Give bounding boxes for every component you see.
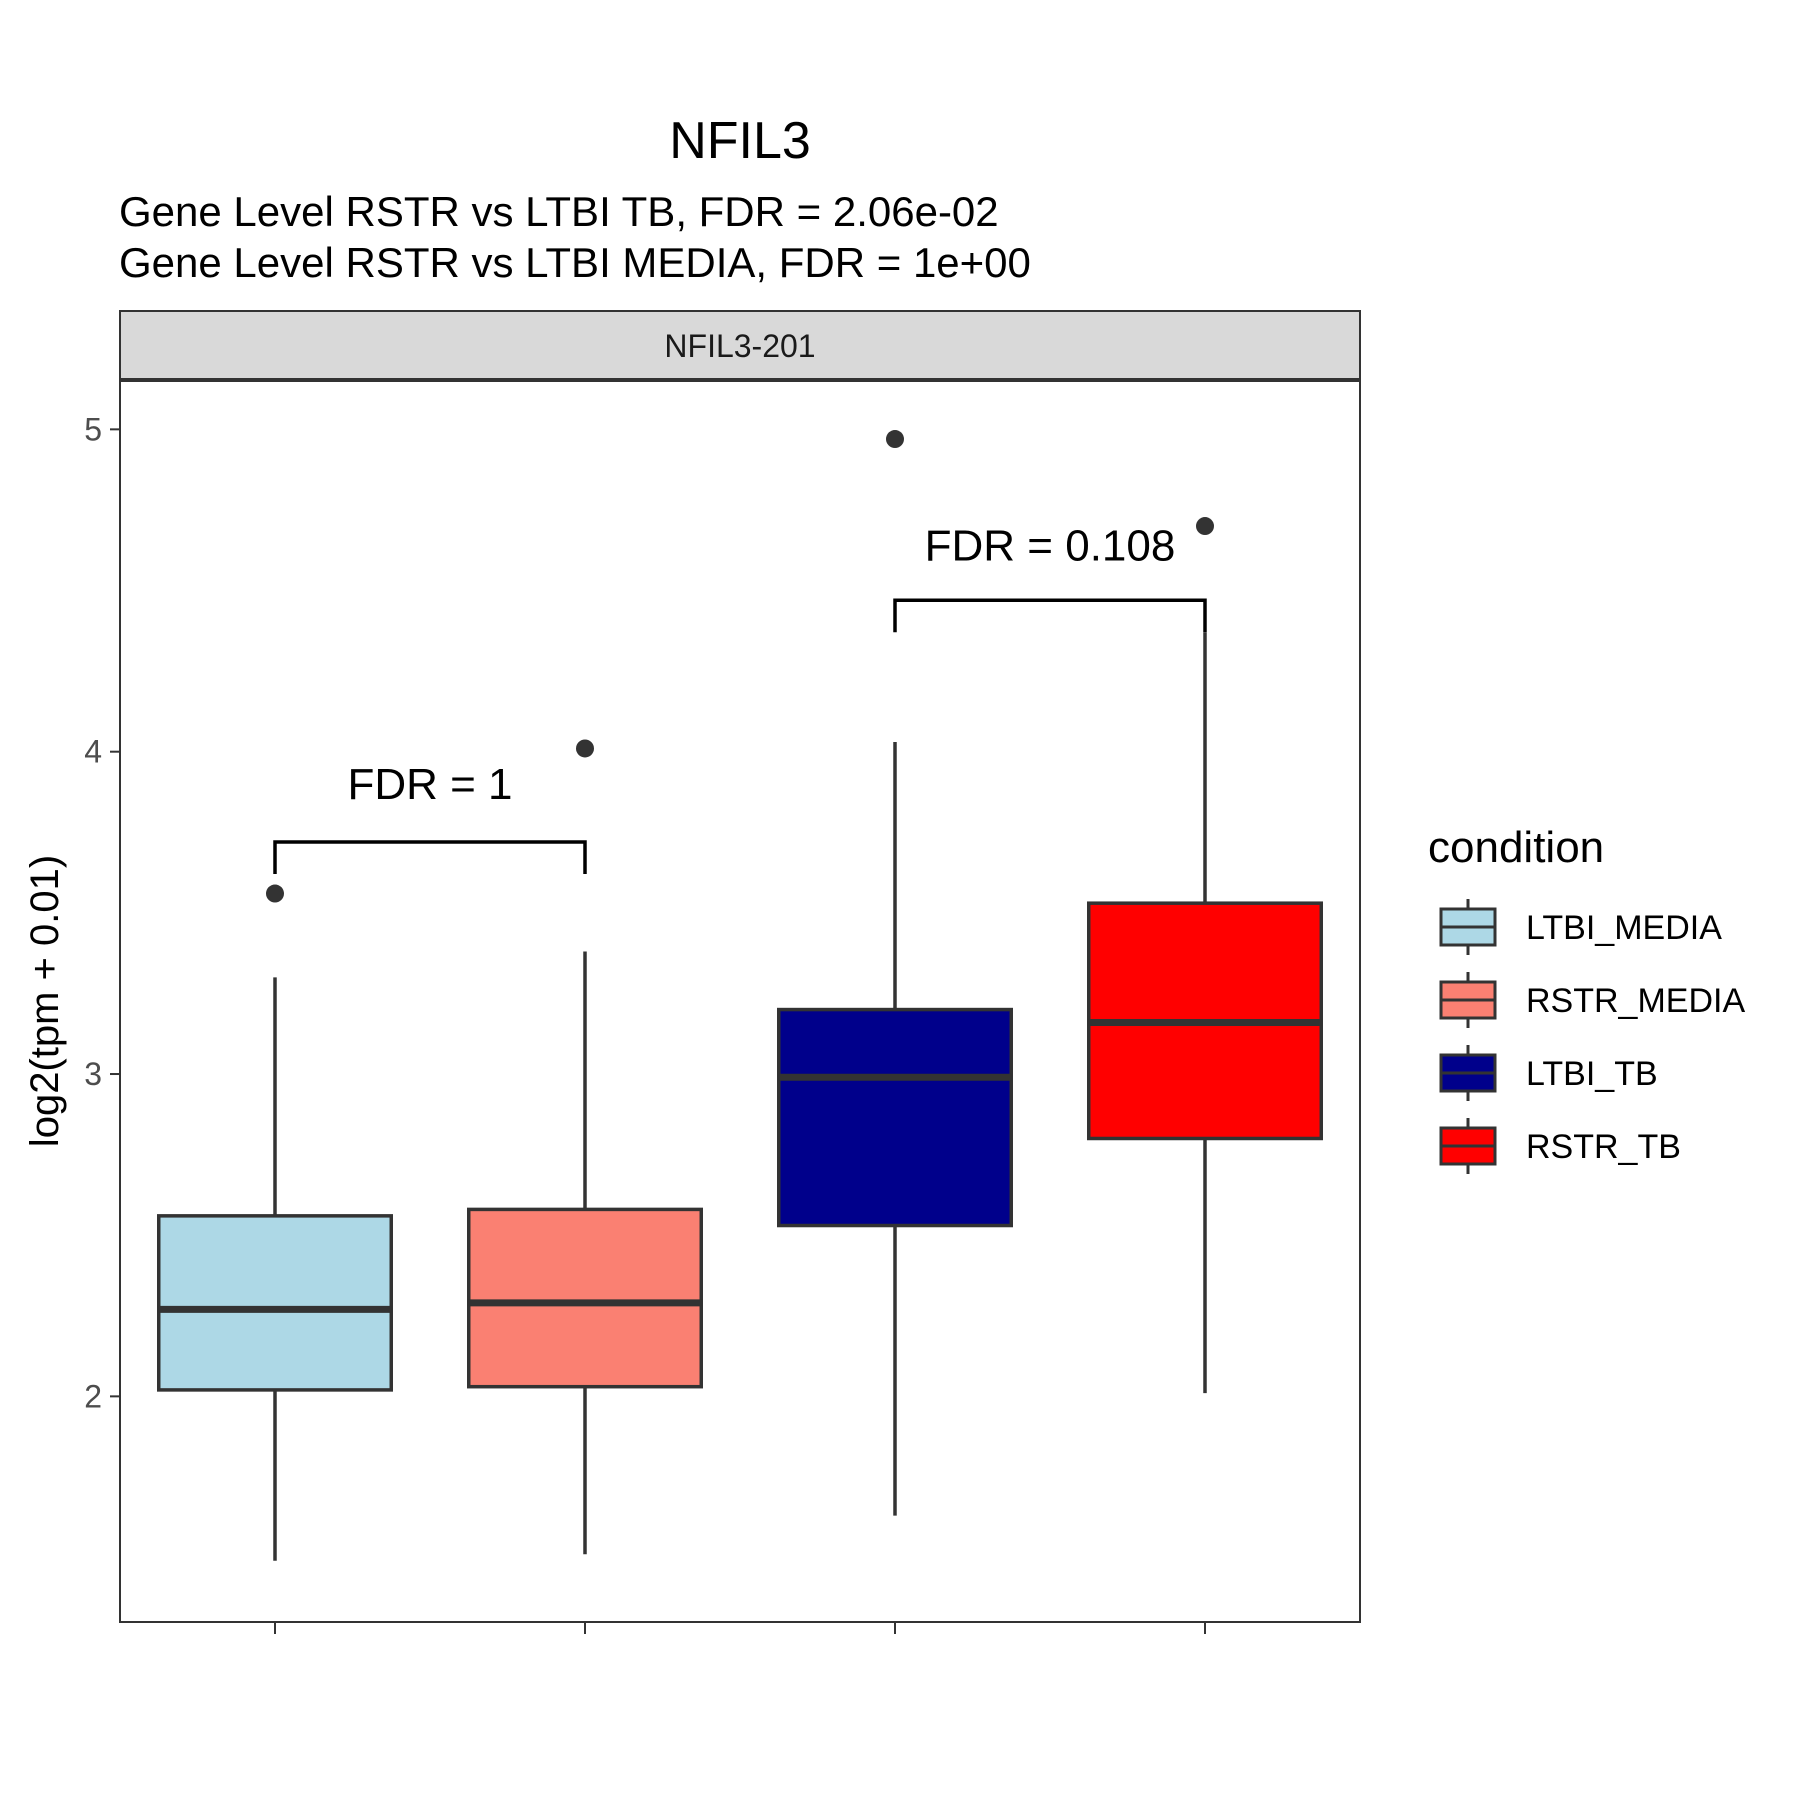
chart-subtitle-line-1: Gene Level RSTR vs LTBI TB, FDR = 2.06e-… [119, 188, 999, 235]
y-axis: 2 3 4 5 [84, 411, 120, 1414]
box-ltbi-media [157, 884, 393, 1561]
legend: condition LTBI_MEDIA RSTR_MEDIA LTBI_TB RST… [1428, 823, 1745, 1174]
box-series-group [157, 430, 1323, 1561]
legend-label: LTBI_TB [1526, 1055, 1658, 1093]
comparison-bracket: FDR = 0.108 [893, 521, 1207, 633]
y-axis-title: log2(tpm + 0.01) [23, 855, 67, 1147]
y-tick-label: 2 [84, 1378, 102, 1414]
outlier-point [266, 884, 284, 903]
x-axis [274, 1622, 1206, 1634]
box-body [467, 1207, 703, 1389]
legend-item-ltbi-tb: LTBI_TB [1439, 1045, 1658, 1101]
outlier-point [1196, 517, 1214, 536]
legend-label: LTBI_MEDIA [1526, 909, 1722, 947]
y-tick-label: 3 [84, 1056, 102, 1092]
chart-title: NFIL3 [669, 112, 811, 170]
facet-strip [119, 310, 1361, 380]
outlier-point [886, 430, 904, 449]
box-body [157, 1214, 393, 1392]
box-ltbi-tb [777, 430, 1013, 1516]
legend-item-ltbi-media: LTBI_MEDIA [1439, 899, 1722, 955]
comparison-label: FDR = 0.108 [925, 521, 1176, 570]
y-tick-label: 5 [84, 411, 102, 447]
box-body [777, 1007, 1013, 1228]
box-rstr-tb [1087, 517, 1323, 1394]
facet-strip-label: NFIL3-201 [664, 328, 815, 364]
legend-label: RSTR_MEDIA [1526, 982, 1745, 1020]
bracket-line [893, 598, 1207, 633]
legend-item-rstr-media: RSTR_MEDIA [1439, 972, 1745, 1028]
box-rstr-media [467, 739, 703, 1555]
y-tick-label: 4 [84, 734, 102, 770]
legend-title: condition [1428, 823, 1604, 872]
outlier-point [576, 739, 594, 758]
comparison-label: FDR = 1 [347, 760, 512, 809]
comparison-brackets: FDR = 1 FDR = 0.108 [273, 521, 1207, 874]
bracket-line [273, 840, 587, 874]
comparison-bracket: FDR = 1 [273, 760, 587, 874]
chart-subtitle-line-2: Gene Level RSTR vs LTBI MEDIA, FDR = 1e+… [119, 239, 1031, 286]
legend-label: RSTR_TB [1526, 1128, 1681, 1166]
legend-item-rstr-tb: RSTR_TB [1439, 1118, 1681, 1174]
